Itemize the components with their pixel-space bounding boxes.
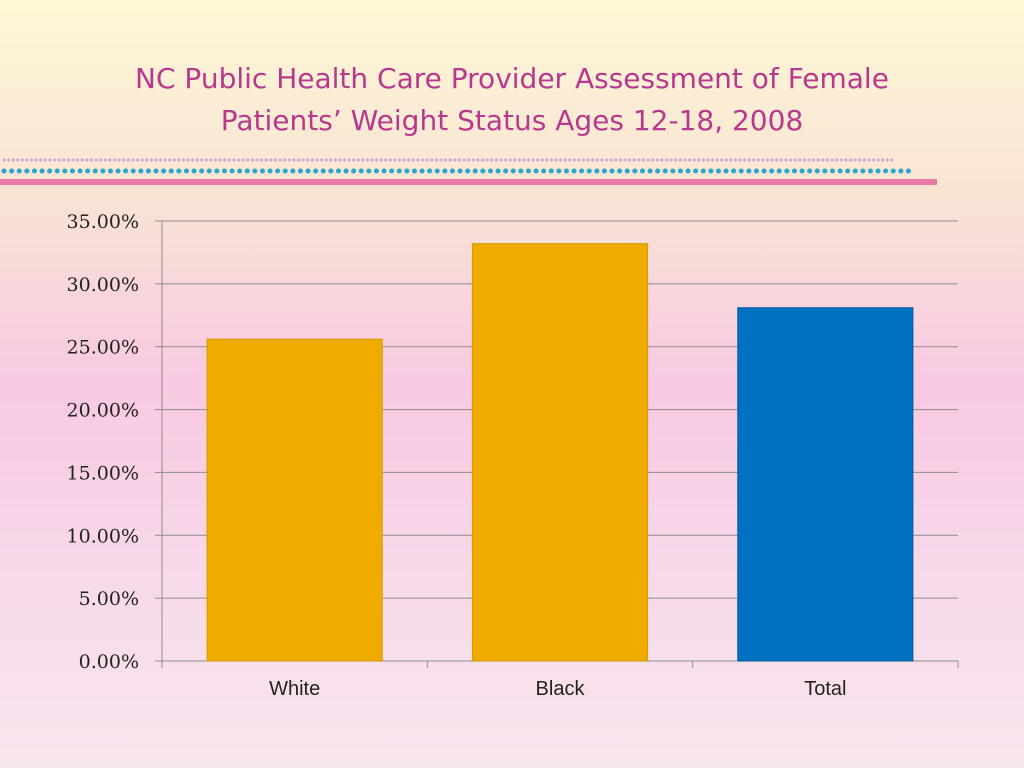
x-tick-label: Total <box>804 678 846 700</box>
bar-total <box>737 307 914 662</box>
slide-title: NC Public Health Care Provider Assessmen… <box>40 58 984 142</box>
bar-chart: 0.00% 5.00% 10.00% 15.00% 20.00% 25.00% 30.00%… <box>67 211 959 700</box>
bar-black <box>471 243 649 662</box>
y-tick-label: 30.00% <box>67 274 139 296</box>
divider-bar <box>0 179 937 185</box>
y-tick-label: 10.00% <box>67 525 139 547</box>
y-tick-label: 20.00% <box>67 400 139 422</box>
y-tick-label: 25.00% <box>67 337 139 359</box>
slide-title-line-2: Patients’ Weight Status Ages 12-18, 2008 <box>220 104 804 137</box>
x-tick-label: White <box>269 678 320 700</box>
slide-title-line-1: NC Public Health Care Provider Assessmen… <box>135 62 889 95</box>
decorative-divider <box>0 158 937 185</box>
y-tick-label: 35.00% <box>67 211 139 233</box>
x-tick-label: Black <box>536 678 586 700</box>
bar-white <box>206 338 383 662</box>
y-tick-label: 15.00% <box>67 462 139 484</box>
y-tick-label: 5.00% <box>79 588 139 610</box>
y-tick-label: 0.00% <box>79 651 139 673</box>
